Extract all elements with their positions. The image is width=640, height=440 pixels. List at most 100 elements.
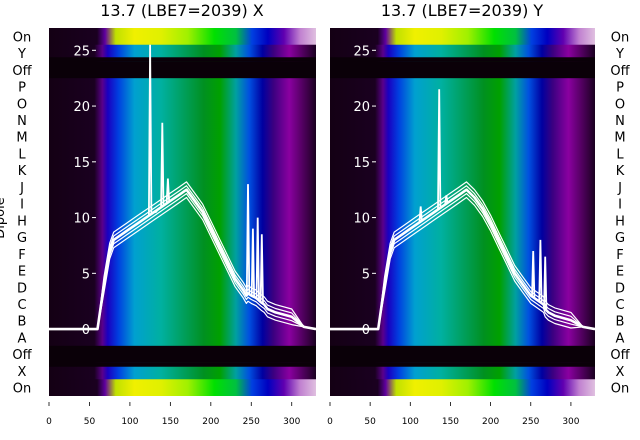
panel-x: 13.7 (LBE7=2039) X Dipole On Y Off PONMLKJI…	[0, 1, 316, 427]
heatmap-row	[49, 111, 316, 129]
overlay-y-tick-label: 0	[362, 323, 370, 338]
spectrum-spike	[153, 210, 158, 214]
overlay-y-tick-label: 25	[353, 44, 370, 59]
spectrum-line	[330, 89, 595, 331]
category-label: O	[17, 97, 27, 112]
category-label: N	[615, 114, 625, 129]
heatmap	[330, 28, 595, 396]
spectrum-spike	[444, 195, 449, 204]
category-label: H	[17, 214, 27, 229]
category-label: C	[615, 298, 624, 313]
x-tick-label: 0	[327, 417, 333, 427]
overlay-y-tick-label: 0	[82, 323, 90, 338]
spectrum-trace	[49, 193, 316, 330]
heatmap-gap	[49, 57, 316, 62]
spectrum-spike	[531, 250, 536, 298]
heatmap-row	[330, 61, 595, 79]
category-label: Y	[17, 47, 26, 62]
category-label: L	[18, 147, 26, 162]
overlay-y-tick-label: 10	[73, 212, 90, 227]
heatmap-row	[330, 161, 595, 180]
heatmap-row	[49, 94, 316, 113]
overlay-y-tick-label: 15	[353, 156, 370, 171]
spectrum-spike	[165, 178, 171, 203]
spectrum-spike	[259, 234, 264, 303]
overlay-y-tick-labels: 0 5 10 15 20 25	[353, 44, 376, 338]
category-label: Y	[615, 47, 624, 62]
category-label: E	[616, 265, 624, 280]
spectrum-spike	[245, 184, 251, 294]
heatmap-row	[330, 111, 595, 129]
category-label: I	[20, 198, 24, 213]
heatmap-row	[330, 362, 595, 380]
spectrum-spike	[437, 89, 442, 209]
x-tick-label: 300	[562, 417, 579, 427]
heatmap-row	[49, 161, 316, 180]
x-tick-label: 150	[162, 417, 179, 427]
category-label: Off	[12, 64, 32, 79]
category-label: E	[18, 265, 26, 280]
category-label: X	[18, 365, 27, 380]
x-tick-label: 150	[442, 417, 459, 427]
overlay-y-tick-labels: 0 5 10 15 20 25	[73, 44, 96, 338]
x-tick-label: 50	[84, 417, 96, 427]
overlay-y-tick-label: 20	[353, 100, 370, 115]
chart-title: 13.7 (LBE7=2039) Y	[381, 1, 544, 20]
heatmap-row	[330, 295, 595, 313]
heatmap-row	[49, 228, 316, 247]
heatmap-row	[330, 228, 595, 247]
spectrum-spike	[148, 44, 153, 215]
panel-y: 13.7 (LBE7=2039) Y On Y Off PONMLKJIHGFEDCB…	[327, 1, 630, 427]
category-label: On	[611, 30, 629, 45]
heatmap-row	[330, 345, 595, 364]
x-tick-labels: 0 50 100 150 200 250 300	[327, 402, 580, 427]
category-label: J	[617, 181, 622, 196]
category-label: N	[17, 114, 27, 129]
heatmap-row	[49, 362, 316, 380]
heatmap-row	[330, 128, 595, 146]
category-label: On	[611, 382, 629, 397]
spectrum-trace	[330, 188, 595, 331]
category-label: Off	[610, 64, 630, 79]
heatmap-row	[330, 312, 595, 330]
category-label: On	[13, 30, 31, 45]
x-tick-label: 200	[202, 417, 219, 427]
category-label: J	[19, 181, 24, 196]
overlay-y-tick-label: 10	[353, 212, 370, 227]
heatmap-row	[330, 195, 595, 213]
x-tick-label: 50	[364, 417, 376, 427]
heatmap-row	[49, 195, 316, 213]
heatmap-row	[49, 329, 316, 347]
overlay-y-tick-label: 25	[73, 44, 90, 59]
x-tick-labels: 0 50 100 150 200 250 300	[46, 402, 301, 427]
category-label: F	[616, 248, 623, 263]
heatmap-row	[330, 145, 595, 163]
heatmap-gap	[330, 57, 595, 62]
heatmap-row	[49, 145, 316, 163]
heatmap-row	[330, 379, 595, 396]
x-tick-label: 200	[482, 417, 499, 427]
category-label: M	[614, 131, 625, 146]
category-label: P	[18, 81, 26, 96]
category-label: A	[18, 331, 27, 346]
overlay-y-tick-label: 5	[82, 267, 90, 282]
category-label: B	[18, 315, 27, 330]
spectrum-spike	[543, 256, 548, 310]
category-label: X	[616, 365, 625, 380]
heatmap-row	[330, 28, 595, 46]
spectrum-spike	[160, 122, 165, 207]
spectrum-spike	[250, 228, 255, 297]
category-label: D	[615, 281, 625, 296]
heatmap-row	[49, 345, 316, 364]
category-label: O	[615, 97, 625, 112]
heatmap-row	[49, 178, 316, 196]
category-label: H	[615, 214, 625, 229]
heatmap-row	[49, 312, 316, 330]
category-label: P	[616, 81, 624, 96]
y-axis-label: Dipole	[0, 197, 8, 238]
spectrum-spike	[418, 206, 423, 222]
spectrum-spike	[538, 239, 543, 303]
